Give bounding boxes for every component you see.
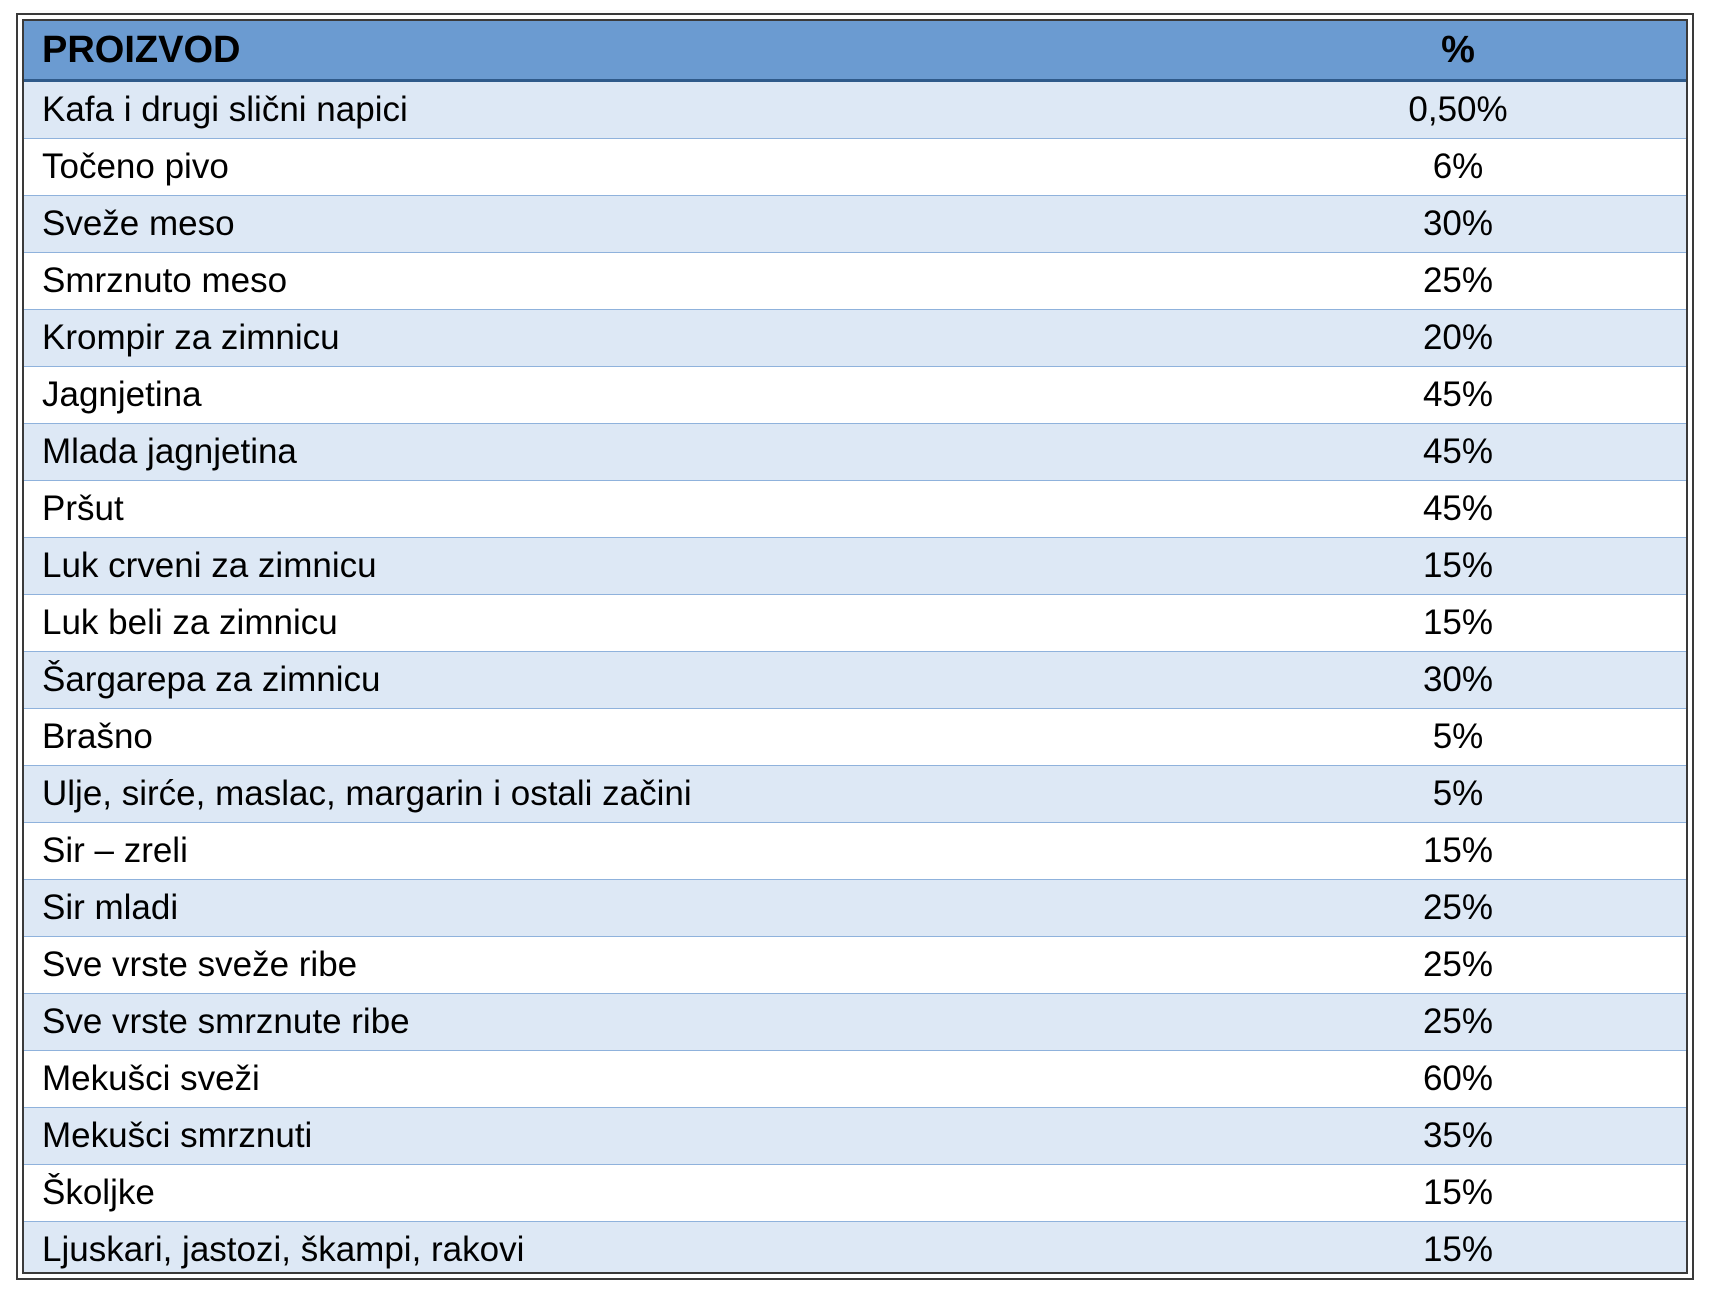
column-header-product: PROIZVOD xyxy=(24,21,1230,82)
percent-cell: 5% xyxy=(1230,765,1686,823)
product-name-cell: Sveže meso xyxy=(24,195,1230,253)
percentage-table-container: PROIZVOD % Kafa i drugi slični napici 0,5… xyxy=(22,19,1688,1274)
table-row: Krompir za zimnicu 20% xyxy=(24,309,1686,367)
product-name-cell: Smrznuto meso xyxy=(24,252,1230,310)
product-name-cell: Ljuskari, jastozi, škampi, rakovi xyxy=(42,1230,525,1269)
table-row: Školjke 15% xyxy=(24,1164,1686,1222)
product-name-cell: Šargarepa za zimnicu xyxy=(24,651,1230,709)
percent-cell: 60% xyxy=(1230,1050,1686,1108)
table-row: Mekušci smrznuti 35% xyxy=(24,1107,1686,1165)
table-row: Ulje, sirće, maslac, margarin i ostali z… xyxy=(24,765,1686,823)
product-name-cell: Školjke xyxy=(24,1164,1230,1222)
percent-cell: 6% xyxy=(1230,138,1686,196)
table-body: Kafa i drugi slični napici 0,50% Točeno pi… xyxy=(24,80,1686,1272)
percent-cell: 15% xyxy=(1230,1164,1686,1222)
table-row: Brašno 5% xyxy=(24,708,1686,766)
product-name-cell: Kafa i drugi slični napici xyxy=(24,80,1230,139)
percent-cell: 30% xyxy=(1230,651,1686,709)
percent-cell: 5% xyxy=(1230,708,1686,766)
table-row: Sve vrste smrznute ribe 25% xyxy=(24,993,1686,1051)
table-row: Šargarepa za zimnicu 30% xyxy=(24,651,1686,709)
percent-cell: 35% xyxy=(1230,1107,1686,1165)
percent-cell: 25% xyxy=(1230,252,1686,310)
product-name-cell: Sir – zreli xyxy=(24,822,1230,880)
table-row: Smrznuto meso 25% xyxy=(24,252,1686,310)
table-row: Luk crveni za zimnicu 15% xyxy=(24,537,1686,595)
percent-cell: 30% xyxy=(1230,195,1686,253)
product-name-cell: Točeno pivo xyxy=(24,138,1230,196)
table-row: Sve vrste sveže ribe 25% xyxy=(24,936,1686,994)
product-name-cell: Mlada jagnjetina xyxy=(24,423,1230,481)
percent-cell: 45% xyxy=(1230,423,1686,481)
percent-cell: 15% xyxy=(1230,537,1686,595)
product-name-cell: Luk crveni za zimnicu xyxy=(24,537,1230,595)
percent-cell: 25% xyxy=(1230,936,1686,994)
percent-cell: 0,50% xyxy=(1230,80,1686,139)
product-name-cell: Jagnjetina xyxy=(24,366,1230,424)
table-row: Sveže meso 30% xyxy=(24,195,1686,253)
percent-cell: 15% xyxy=(1230,594,1686,652)
table-row: Ljuskari, jastozi, škampi, rakovi 15% xyxy=(24,1221,1686,1272)
product-name-cell: Krompir za zimnicu xyxy=(24,309,1230,367)
table-row: Kafa i drugi slični napici 0,50% xyxy=(24,80,1686,139)
product-name-cell: Mekušci sveži xyxy=(24,1050,1230,1108)
table-row: Jagnjetina 45% xyxy=(24,366,1686,424)
percent-cell: 15% xyxy=(1422,1230,1494,1269)
product-name-cell: Pršut xyxy=(24,480,1230,538)
table-row: Sir mladi 25% xyxy=(24,879,1686,937)
percent-cell: 20% xyxy=(1230,309,1686,367)
table-row: Luk beli za zimnicu 15% xyxy=(24,594,1686,652)
table-row: Mlada jagnjetina 45% xyxy=(24,423,1686,481)
table-outer-frame xyxy=(16,13,1694,1280)
product-name-cell: Sve vrste sveže ribe xyxy=(24,936,1230,994)
table-row: Pršut 45% xyxy=(24,480,1686,538)
product-name-cell: Brašno xyxy=(24,708,1230,766)
product-name-cell: Sir mladi xyxy=(24,879,1230,937)
product-name-cell: Mekušci smrznuti xyxy=(24,1107,1230,1165)
table-header: PROIZVOD % xyxy=(24,21,1686,82)
percent-cell: 45% xyxy=(1230,480,1686,538)
header-row: PROIZVOD % xyxy=(24,21,1686,82)
table-row: Točeno pivo 6% xyxy=(24,138,1686,196)
percentage-table: PROIZVOD % Kafa i drugi slični napici 0,5… xyxy=(24,21,1686,1272)
column-header-percent: % xyxy=(1230,21,1686,82)
product-name-cell: Ulje, sirće, maslac, margarin i ostali z… xyxy=(24,765,1230,823)
percent-cell: 25% xyxy=(1230,879,1686,937)
percent-cell: 45% xyxy=(1230,366,1686,424)
product-name-cell: Sve vrste smrznute ribe xyxy=(24,993,1230,1051)
percent-cell: 15% xyxy=(1230,822,1686,880)
table-row: Mekušci sveži 60% xyxy=(24,1050,1686,1108)
table-row: Sir – zreli 15% xyxy=(24,822,1686,880)
product-name-cell: Luk beli za zimnicu xyxy=(24,594,1230,652)
percent-cell: 25% xyxy=(1230,993,1686,1051)
